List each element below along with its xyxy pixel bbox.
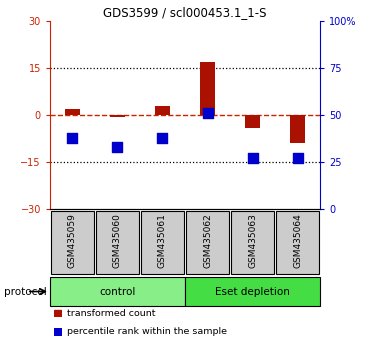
Bar bbox=[110, 115, 125, 116]
Bar bbox=[276, 211, 319, 274]
Text: transformed count: transformed count bbox=[67, 309, 156, 318]
Text: percentile rank within the sample: percentile rank within the sample bbox=[67, 327, 227, 336]
Point bbox=[70, 135, 75, 141]
Text: Eset depletion: Eset depletion bbox=[215, 286, 290, 297]
Text: GSM435063: GSM435063 bbox=[248, 213, 257, 268]
Text: GSM435064: GSM435064 bbox=[293, 213, 302, 268]
Text: GSM435061: GSM435061 bbox=[158, 213, 167, 268]
Bar bbox=[155, 105, 170, 115]
Bar bbox=[290, 115, 305, 143]
Bar bbox=[186, 211, 229, 274]
Point bbox=[159, 135, 165, 141]
Bar bbox=[231, 211, 274, 274]
Point bbox=[295, 155, 300, 161]
Text: GSM435060: GSM435060 bbox=[113, 213, 122, 268]
Bar bbox=[141, 211, 184, 274]
Bar bbox=[51, 211, 94, 274]
Bar bbox=[245, 115, 260, 127]
Point bbox=[115, 144, 121, 150]
Title: GDS3599 / scl000453.1_1-S: GDS3599 / scl000453.1_1-S bbox=[103, 6, 267, 19]
Text: GSM435062: GSM435062 bbox=[203, 213, 212, 268]
Point bbox=[250, 155, 256, 161]
Text: GSM435059: GSM435059 bbox=[68, 213, 77, 268]
Bar bbox=[96, 211, 139, 274]
Bar bbox=[50, 277, 185, 306]
Bar bbox=[65, 109, 80, 115]
Bar bbox=[185, 277, 320, 306]
Text: control: control bbox=[99, 286, 136, 297]
Bar bbox=[200, 62, 215, 115]
Text: protocol: protocol bbox=[4, 286, 47, 297]
Point bbox=[205, 110, 211, 116]
